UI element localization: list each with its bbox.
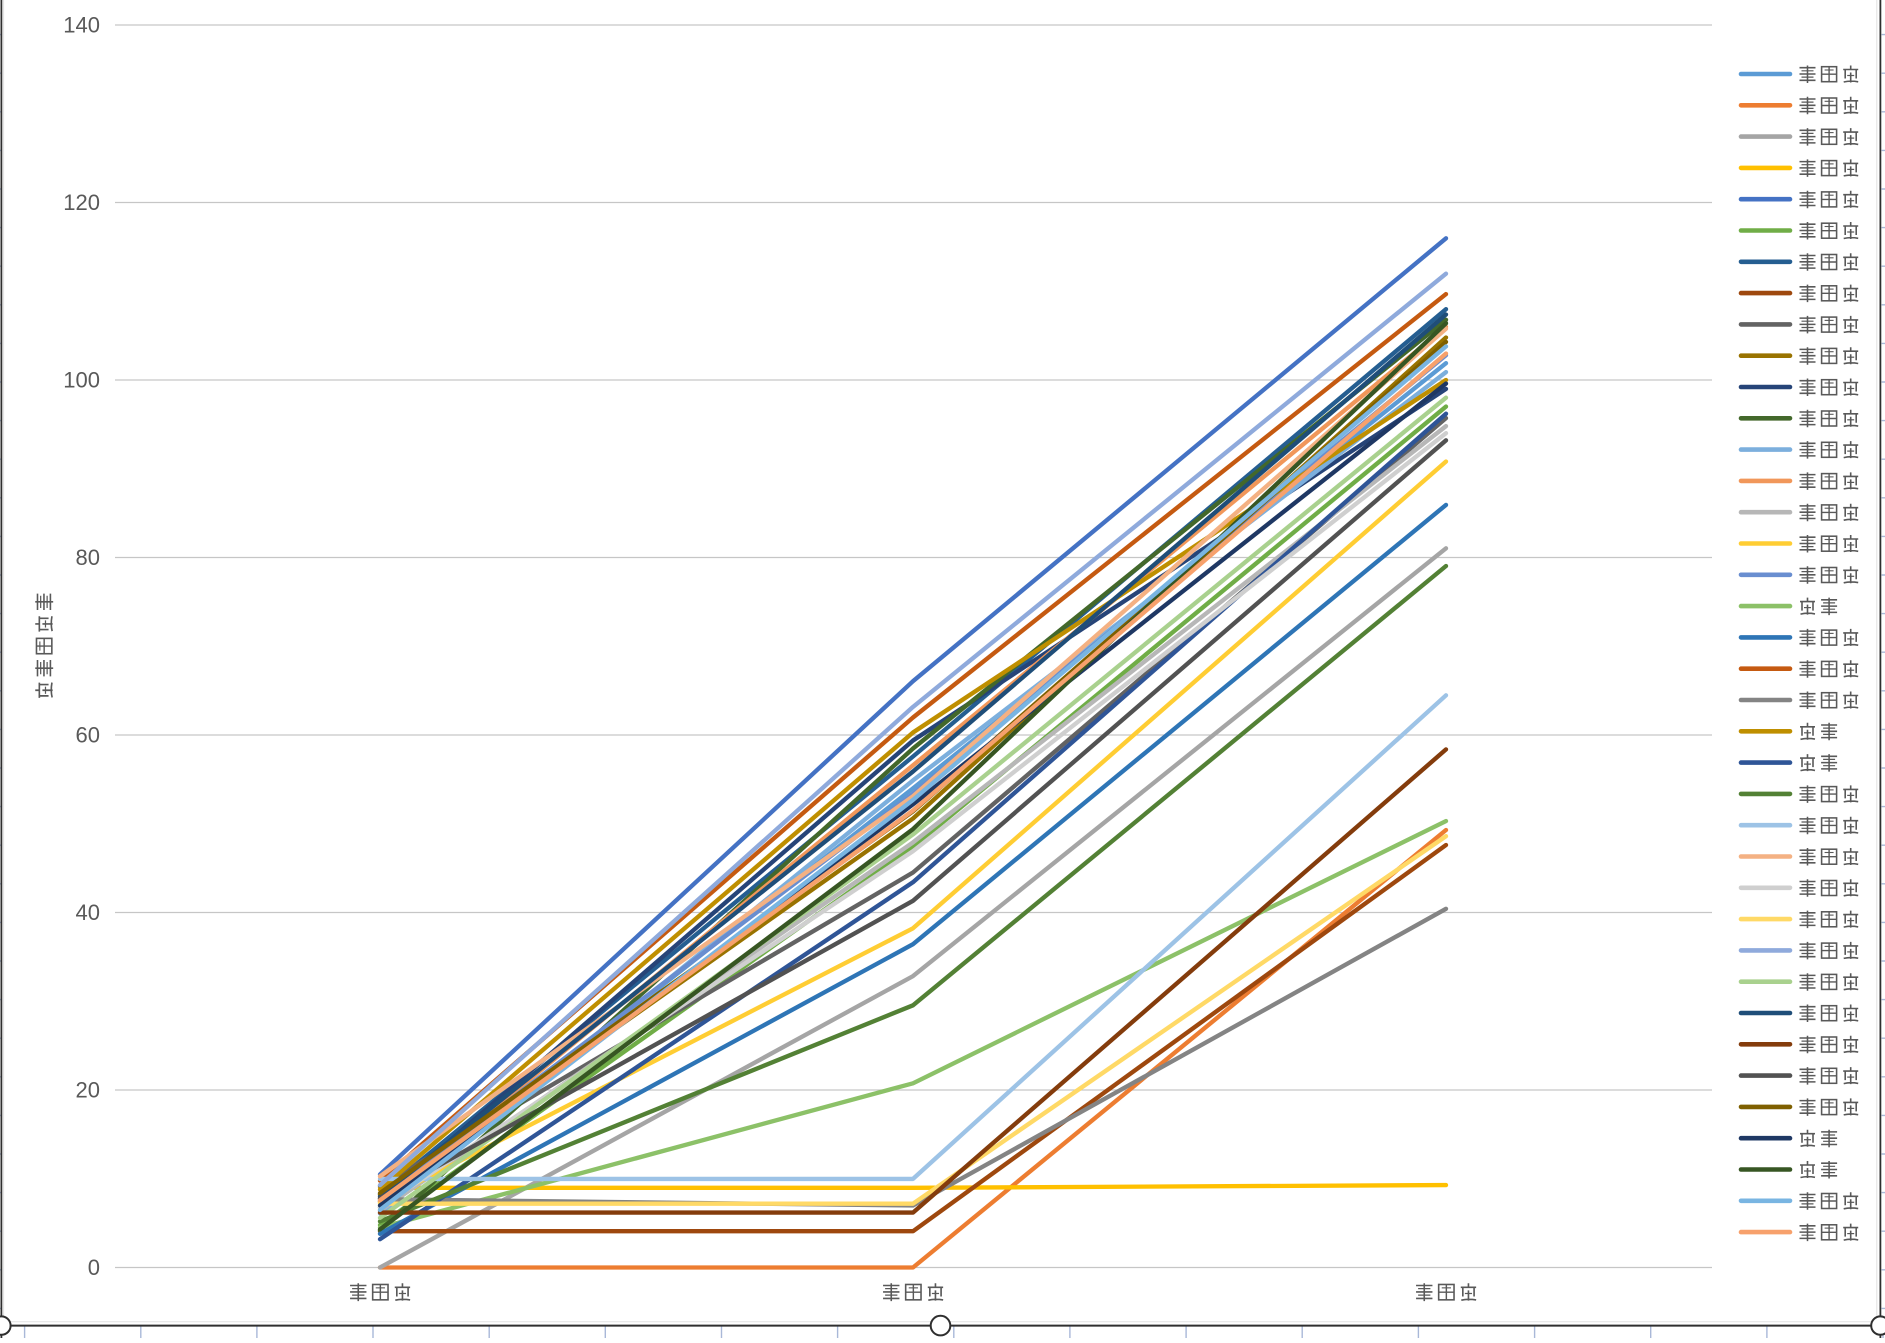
svg-text:140: 140 xyxy=(63,13,100,38)
svg-text:20: 20 xyxy=(76,1078,100,1103)
svg-text:0: 0 xyxy=(88,1255,100,1280)
svg-text:80: 80 xyxy=(76,545,100,570)
svg-text:40: 40 xyxy=(76,900,100,925)
svg-text:60: 60 xyxy=(76,723,100,748)
svg-text:120: 120 xyxy=(63,190,100,215)
svg-text:100: 100 xyxy=(63,368,100,393)
